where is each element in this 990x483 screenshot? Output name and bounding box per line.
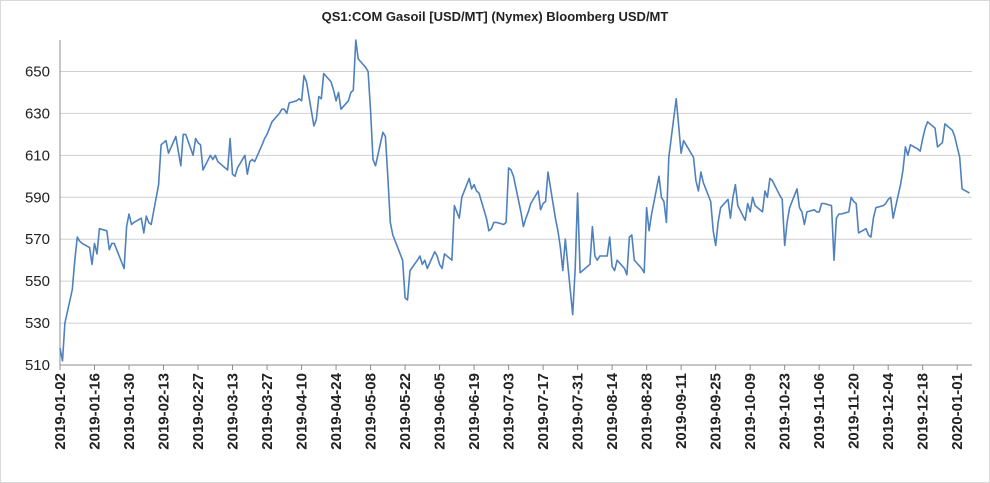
x-tick-label: 2019-08-14 xyxy=(604,372,621,449)
axes xyxy=(59,40,972,366)
x-tick-label: 2019-07-17 xyxy=(535,373,552,450)
chart-title: QS1:COM Gasoil [USD/MT] (Nymex) Bloomber… xyxy=(321,9,669,24)
y-tick-label: 510 xyxy=(25,357,50,374)
x-tick-label: 2019-01-30 xyxy=(121,373,138,450)
x-tick-label: 2019-11-20 xyxy=(846,373,863,449)
x-tick-label: 2019-07-03 xyxy=(501,373,518,450)
y-tick-label: 610 xyxy=(25,147,50,164)
y-tick-label: 650 xyxy=(25,63,50,80)
y-tick-label: 530 xyxy=(25,315,50,332)
x-tick-label: 2019-02-13 xyxy=(156,373,173,450)
x-tick-label: 2019-03-27 xyxy=(259,373,276,450)
x-tick-label: 2019-12-04 xyxy=(880,372,897,449)
series-line xyxy=(59,39,970,362)
gridlines xyxy=(60,70,972,324)
x-tick-label: 2019-01-16 xyxy=(87,373,104,450)
x-tick-label: 2019-03-13 xyxy=(225,373,242,450)
x-tick-label: 2020-01-01 xyxy=(949,373,966,450)
y-tick-label: 590 xyxy=(25,189,50,206)
x-tick-label: 2019-05-22 xyxy=(397,373,414,450)
y-tick-label: 570 xyxy=(25,231,50,248)
x-tick-label: 2019-07-31 xyxy=(570,373,587,450)
series xyxy=(59,39,970,362)
x-tick-label: 2019-01-02 xyxy=(52,373,69,450)
y-tick-label: 550 xyxy=(25,273,50,290)
x-tick-label: 2019-04-24 xyxy=(328,372,345,449)
x-tick-label: 2019-09-25 xyxy=(708,373,725,450)
x-tick-label: 2019-06-19 xyxy=(466,373,483,450)
x-axis-ticks: 2019-01-02 2019-01-16 2019-01-30 2019-02-13… xyxy=(52,365,966,450)
y-axis-ticks: 510 530 550 570 590 610 630 650 xyxy=(25,63,50,374)
x-tick-label: 2019-10-23 xyxy=(777,373,794,450)
x-tick-label: 2019-08-28 xyxy=(639,373,656,450)
x-tick-label: 2019-12-18 xyxy=(915,373,932,450)
y-tick-label: 630 xyxy=(25,105,50,122)
x-tick-label: 2019-06-05 xyxy=(432,373,449,450)
x-tick-label: 2019-09-11 xyxy=(673,373,690,449)
x-tick-label: 2019-11-06 xyxy=(811,373,828,449)
x-tick-label: 2019-05-08 xyxy=(363,373,380,450)
x-tick-label: 2019-04-10 xyxy=(294,373,311,450)
x-tick-label: 2019-02-27 xyxy=(190,373,207,450)
x-tick-label: 2019-10-09 xyxy=(742,373,759,450)
